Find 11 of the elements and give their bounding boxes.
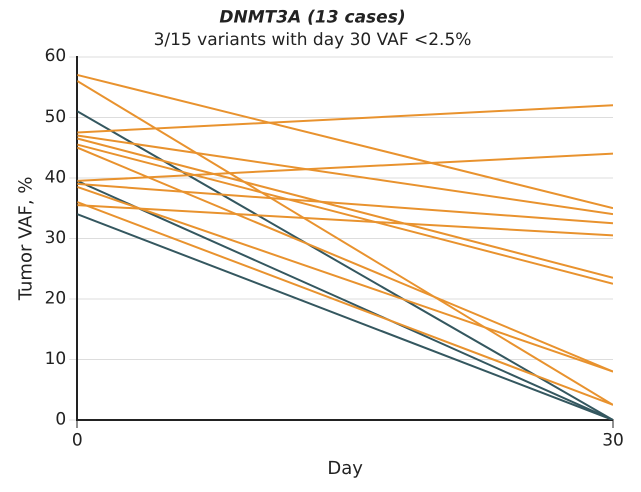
y-axis-title: Tumor VAF, % (15, 176, 36, 302)
x-axis-title: Day (327, 458, 364, 479)
y-tick-label: 0 (55, 409, 66, 430)
y-tick-label: 60 (44, 46, 66, 66)
y-tick-label: 20 (44, 288, 66, 308)
chart-title: DNMT3A (13 cases) (219, 8, 406, 28)
y-tick-label: 10 (44, 348, 66, 369)
y-tick-label: 50 (44, 106, 66, 127)
chart-subtitle: 3/15 variants with day 30 VAF <2.5% (154, 30, 472, 50)
y-tick-label: 40 (44, 167, 66, 188)
y-tick-label: 30 (44, 228, 66, 248)
